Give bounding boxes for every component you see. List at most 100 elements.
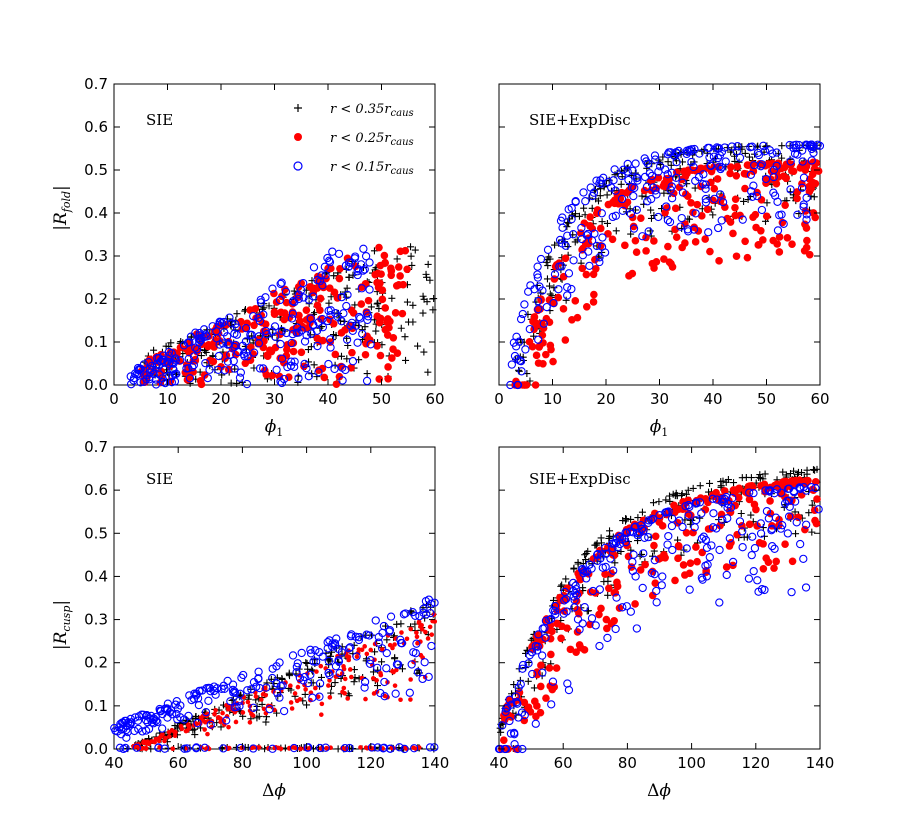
point-filled-circle	[378, 670, 383, 676]
point-plus	[747, 511, 755, 519]
point-open-circle	[420, 658, 429, 667]
point-open-circle	[345, 743, 354, 753]
y-axis	[499, 446, 820, 750]
point-open-circle	[275, 693, 284, 702]
point-filled-circle	[268, 371, 277, 380]
point-open-circle	[617, 194, 627, 204]
point-open-circle	[424, 672, 433, 682]
point-open-circle	[328, 247, 337, 256]
point-filled-circle	[775, 233, 784, 241]
point-open-circle	[701, 180, 710, 189]
point-filled-circle	[613, 578, 621, 587]
point-open-circle	[287, 357, 296, 366]
point-open-circle	[705, 153, 714, 162]
point-open-circle	[645, 169, 654, 178]
point-open-circle	[632, 205, 641, 214]
point-filled-circle	[186, 725, 192, 731]
point-filled-circle	[687, 198, 695, 207]
point-filled-circle	[381, 258, 389, 267]
point-filled-circle	[590, 290, 598, 299]
point-filled-circle	[315, 366, 323, 374]
point-filled-circle	[740, 169, 749, 178]
point-open-circle	[515, 337, 524, 346]
point-open-circle	[709, 152, 719, 161]
x-tick-label: 0	[109, 390, 119, 408]
point-filled-circle	[281, 285, 289, 294]
x-tick-label: 30	[265, 390, 284, 408]
point-filled-circle	[197, 380, 206, 389]
point-open-circle	[373, 743, 382, 752]
x-tick-label: 40	[489, 754, 508, 772]
point-plus	[605, 534, 613, 542]
point-plus	[612, 227, 620, 235]
point-filled-circle	[298, 746, 303, 752]
point-filled-circle	[779, 172, 788, 181]
point-filled-circle	[561, 254, 570, 263]
point-filled-circle	[259, 343, 268, 352]
point-open-circle	[682, 544, 691, 553]
point-filled-circle	[589, 270, 598, 279]
y-tick-label: 0.4	[84, 204, 108, 222]
point-plus	[810, 193, 818, 201]
point-open-circle	[386, 744, 395, 753]
point-open-circle	[337, 292, 346, 302]
point-plus	[383, 636, 391, 644]
point-filled-circle	[609, 550, 617, 559]
point-open-circle	[153, 353, 162, 363]
point-plus	[424, 368, 432, 376]
point-open-circle	[770, 191, 780, 200]
x-tick-label: 120	[741, 754, 770, 772]
point-open-circle	[799, 200, 808, 209]
point-filled-circle	[655, 518, 663, 526]
point-filled-circle	[775, 248, 784, 256]
point-open-circle	[793, 150, 802, 159]
point-filled-circle	[259, 697, 264, 702]
point-filled-circle	[726, 218, 735, 226]
point-open-circle	[192, 744, 201, 753]
point-open-circle	[773, 226, 783, 235]
point-plus	[191, 714, 199, 722]
point-open-circle	[366, 340, 375, 349]
x-tick-label: 20	[596, 390, 615, 408]
point-open-circle	[691, 209, 700, 218]
point-open-circle	[618, 603, 627, 612]
point-open-circle	[534, 630, 543, 639]
point-open-circle	[288, 309, 298, 318]
point-plus	[611, 559, 619, 567]
point-plus	[597, 534, 605, 542]
point-plus	[803, 466, 811, 474]
point-filled-circle	[702, 164, 711, 172]
point-filled-circle	[408, 697, 413, 702]
point-open-circle	[592, 241, 601, 251]
point-open-circle	[332, 634, 341, 643]
point-filled-circle	[654, 173, 663, 182]
point-open-circle	[767, 526, 776, 535]
point-filled-circle	[170, 746, 176, 751]
point-open-circle	[182, 744, 192, 753]
point-open-circle	[110, 723, 119, 733]
point-filled-circle	[803, 236, 811, 245]
point-plus	[686, 215, 694, 223]
point-filled-circle	[542, 694, 550, 702]
point-open-circle	[569, 230, 578, 239]
point-filled-circle	[686, 559, 695, 567]
point-filled-circle	[378, 286, 387, 294]
point-plus	[258, 700, 266, 708]
x-tick-label: 50	[757, 390, 776, 408]
point-plus	[638, 508, 646, 516]
y-tick-label: 0.7	[84, 75, 108, 93]
point-open-circle	[732, 147, 742, 156]
point-plus	[606, 527, 614, 535]
point-filled-circle	[603, 624, 611, 633]
point-open-circle	[642, 182, 652, 191]
point-filled-circle	[631, 236, 640, 245]
point-open-circle	[154, 743, 163, 752]
panel-label: SIE	[146, 470, 173, 488]
point-open-circle	[548, 677, 558, 686]
point-filled-circle	[557, 634, 565, 643]
point-filled-circle	[547, 345, 555, 354]
point-open-circle	[215, 317, 224, 326]
point-open-circle	[425, 743, 435, 752]
point-plus	[524, 310, 532, 318]
point-open-circle	[222, 716, 231, 725]
